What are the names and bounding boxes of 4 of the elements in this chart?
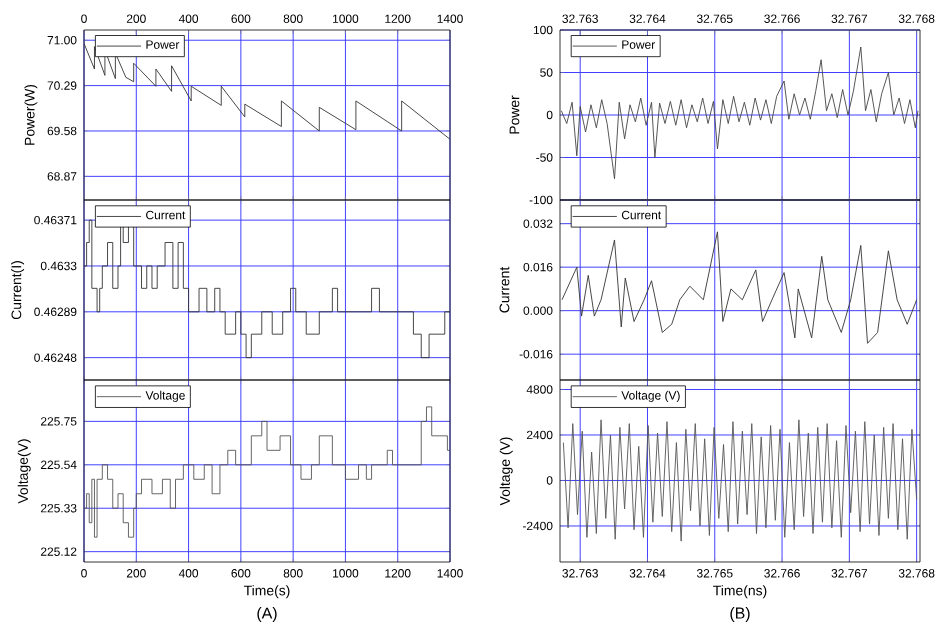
line-series xyxy=(84,42,450,140)
line-series xyxy=(561,231,918,344)
line-series xyxy=(560,46,919,180)
line-series xyxy=(562,419,918,542)
